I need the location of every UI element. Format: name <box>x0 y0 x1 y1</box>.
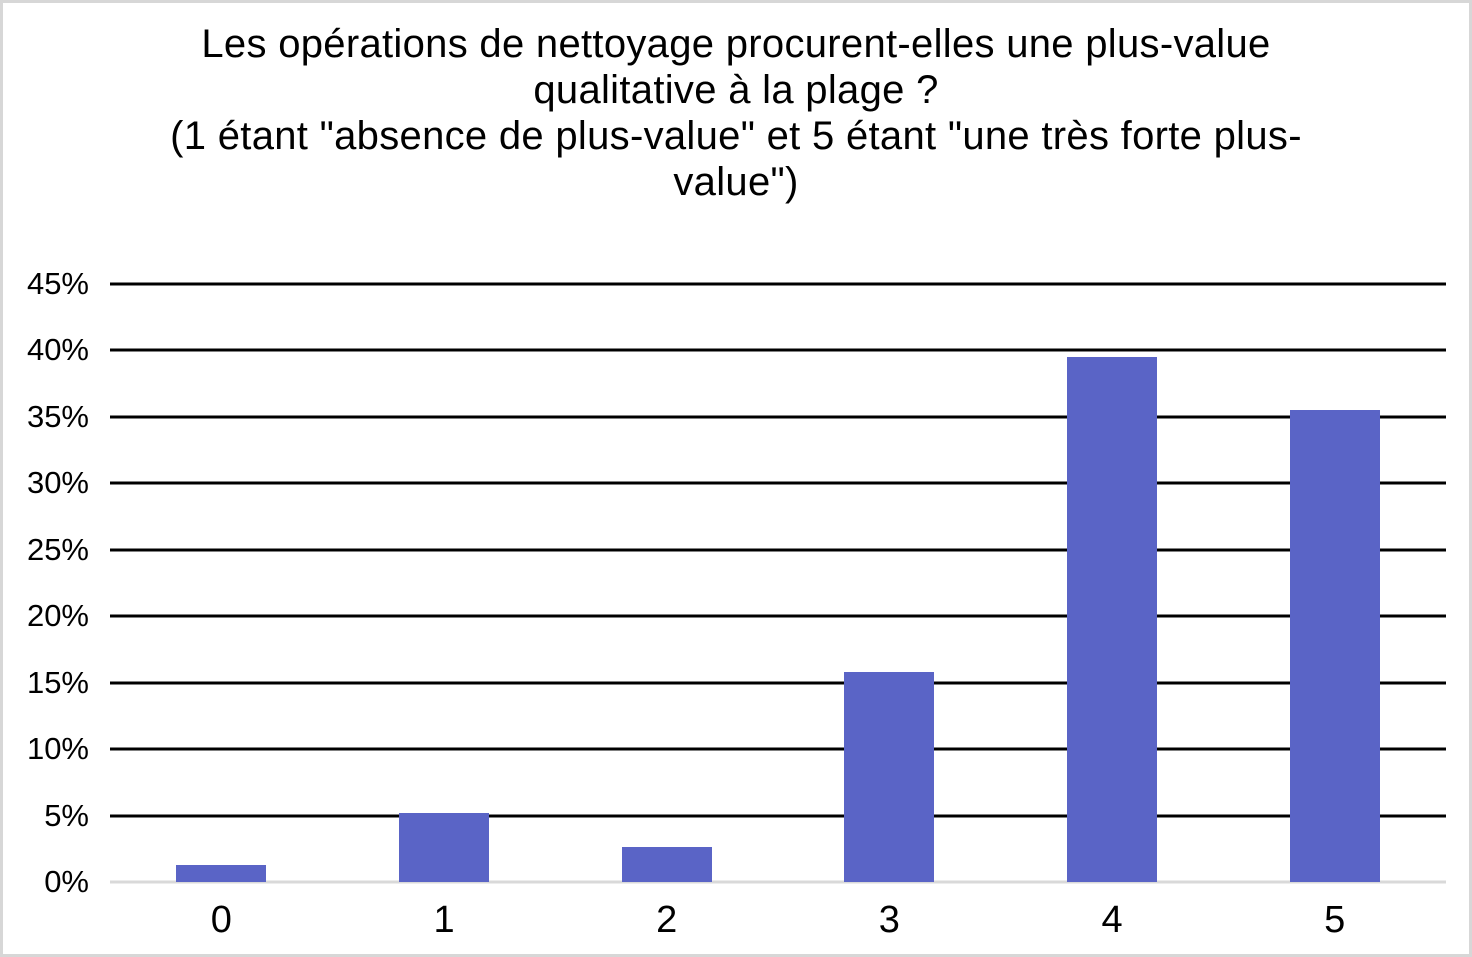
bars-row <box>110 284 1446 882</box>
gridline <box>110 415 1446 419</box>
y-axis-label: 15% <box>26 664 89 700</box>
chart-subtitle: (1 étant "absence de plus-value" et 5 ét… <box>170 114 1302 204</box>
gridline <box>110 814 1446 818</box>
x-axis-label: 4 <box>1101 899 1123 941</box>
gridline <box>110 747 1446 751</box>
bar-5 <box>1289 410 1380 882</box>
x-axis: 0 1 2 3 4 5 <box>110 899 1446 942</box>
chart-title: Les opérations de nettoyage procurent-el… <box>201 22 1271 112</box>
y-axis-label: 20% <box>26 598 89 634</box>
bar-3 <box>844 672 935 882</box>
y-axis-label: 5% <box>44 797 89 833</box>
x-axis-label: 2 <box>656 899 678 941</box>
x-axis-label: 1 <box>433 899 455 941</box>
y-axis: 45% 40% 35% 30% 25% 20% 15% 10% 5% 0% <box>3 266 89 899</box>
gridline <box>110 548 1446 552</box>
y-axis-label: 10% <box>26 731 89 767</box>
bar-4 <box>1067 357 1158 882</box>
gridline <box>110 282 1446 286</box>
bar-2 <box>621 847 712 882</box>
gridline <box>110 481 1446 485</box>
y-axis-label: 30% <box>26 465 89 501</box>
x-axis-label: 5 <box>1324 899 1346 941</box>
bar-slot <box>555 284 778 882</box>
gridline <box>110 681 1446 685</box>
y-axis-label: 0% <box>44 864 89 899</box>
bar-0 <box>176 864 267 882</box>
bar-slot <box>1223 284 1446 882</box>
x-axis-label: 0 <box>210 899 232 941</box>
bar-1 <box>399 812 489 882</box>
chart-title-block: Les opérations de nettoyage procurent-el… <box>131 21 1341 205</box>
baseline-gridline <box>110 880 1446 884</box>
bar-slot <box>333 284 556 882</box>
y-axis-label: 25% <box>26 531 89 567</box>
x-axis-label: 3 <box>878 899 900 941</box>
gridline <box>110 614 1446 618</box>
gridline <box>110 348 1446 352</box>
y-axis-label: 45% <box>26 266 89 301</box>
bar-slot <box>1001 284 1224 882</box>
y-axis-label: 35% <box>26 398 89 434</box>
bar-slot <box>110 284 333 882</box>
y-axis-label: 40% <box>26 332 89 368</box>
plot-area <box>110 282 1446 884</box>
bar-slot <box>778 284 1001 882</box>
